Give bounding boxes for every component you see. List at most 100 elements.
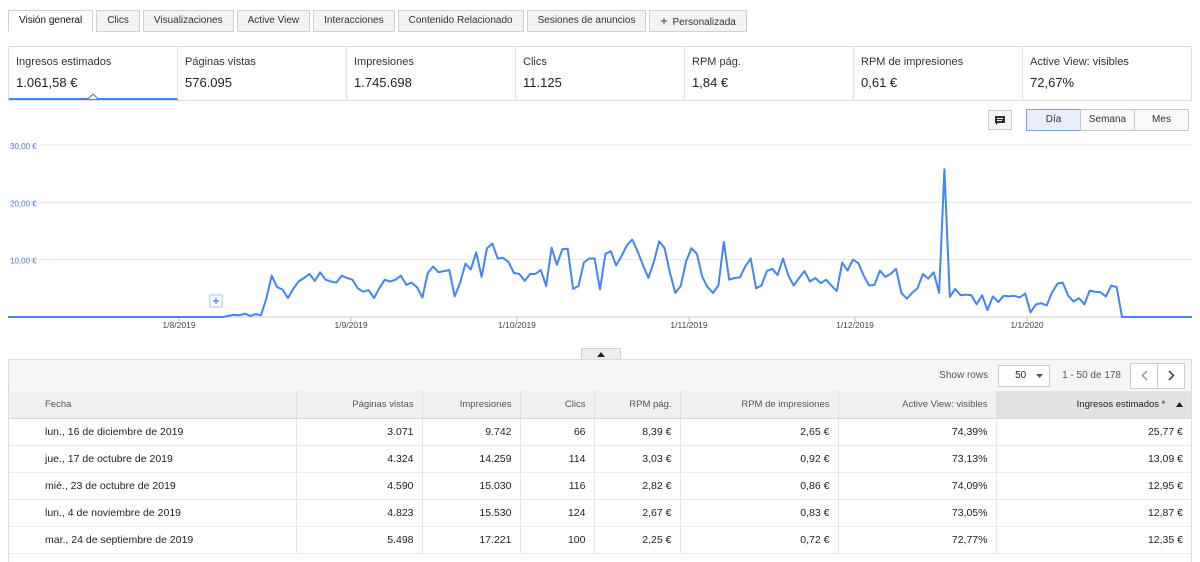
table-cell: 14.259 <box>422 445 521 473</box>
column-header-rpm-impresiones[interactable]: RPM de impresiones <box>680 391 839 419</box>
column-header-rpm-pag[interactable]: RPM pág. <box>594 391 681 419</box>
metric-label: RPM pág. <box>692 56 741 68</box>
metrics-bar: Ingresos estimados 1.061,58 € Páginas vi… <box>8 46 1192 101</box>
comment-icon <box>995 115 1005 125</box>
metric-value: 11.125 <box>523 75 562 90</box>
table-cell: 12,95 € <box>996 472 1191 500</box>
table-cell: 124 <box>520 499 595 527</box>
table-cell: 2,25 € <box>594 526 681 554</box>
column-header-impresiones[interactable]: Impresiones <box>422 391 521 419</box>
rows-per-page-value: 50 <box>1015 370 1027 381</box>
period-selector: Día Semana Mes <box>1026 109 1189 131</box>
table-cell: 0,83 € <box>680 499 839 527</box>
metric-rpm-impresiones[interactable]: RPM de impresiones 0,61 € <box>854 47 1023 100</box>
table-row[interactable]: mié., 23 de octubre de 2019 4.590 15.030 11… <box>9 472 1191 500</box>
table-cell: 116 <box>520 472 595 500</box>
metric-label: Páginas vistas <box>185 56 256 68</box>
table-cell: 2,67 € <box>594 499 681 527</box>
table-cell: 0,86 € <box>680 472 839 500</box>
table-cell: 74,09% <box>838 472 997 500</box>
x-tick-label: 1/11/2019 <box>670 320 707 330</box>
metric-rpm-pag[interactable]: RPM pág. 1,84 € <box>685 47 854 100</box>
metric-value: 72,67% <box>1030 75 1075 90</box>
table-cell: 0,72 € <box>680 526 839 554</box>
metric-value: 0,61 € <box>861 75 898 90</box>
table-cell: 2,82 € <box>594 472 681 500</box>
column-header-fecha[interactable]: Fecha <box>9 391 297 419</box>
caret-up-icon <box>597 352 605 357</box>
tab-sesiones-de-anuncios[interactable]: Sesiones de anuncios <box>526 10 647 32</box>
metric-ingresos-estimados[interactable]: Ingresos estimados 1.061,58 € <box>9 47 178 100</box>
table-cell: 72,77% <box>838 526 997 554</box>
table-row[interactable]: mar., 24 de septiembre de 2019 5.498 17.22… <box>9 526 1191 554</box>
revenue-chart: 10,00 € 20,00 € 30,00 € 1/8/2019 1/9/2019 1/1… <box>0 135 1200 335</box>
tab-clics[interactable]: Clics <box>96 10 140 32</box>
metric-label: Impresiones <box>354 56 414 68</box>
table-cell: jue., 17 de octubre de 2019 <box>9 445 297 473</box>
column-header-active-view[interactable]: Active View: visibles <box>838 391 997 419</box>
column-header-paginas-vistas[interactable]: Páginas vistas <box>296 391 423 419</box>
next-page-button[interactable] <box>1157 362 1185 389</box>
table-cell: 3,03 € <box>594 445 681 473</box>
table-cell: 17.221 <box>422 526 521 554</box>
period-week-button[interactable]: Semana <box>1080 109 1135 131</box>
tab-visualizaciones[interactable]: Visualizaciones <box>142 10 234 32</box>
table-row[interactable]: jue., 17 de octubre de 2019 4.324 14.259 11… <box>9 445 1191 473</box>
tab-vision-general[interactable]: Visión general <box>8 10 94 32</box>
data-table-panel: Show rows 50 1 - 50 de 178 Fecha Páginas… <box>8 359 1192 562</box>
annotation-marker-icon[interactable] <box>209 294 223 308</box>
collapse-chart-button[interactable] <box>581 348 621 360</box>
column-header-clics[interactable]: Clics <box>520 391 595 419</box>
table-cell: 73,05% <box>838 499 997 527</box>
active-metric-indicator-icon <box>88 93 98 99</box>
table-cell: 9.742 <box>422 418 521 446</box>
metric-clics[interactable]: Clics 11.125 <box>516 47 685 100</box>
table-cell: lun., 16 de diciembre de 2019 <box>9 418 297 446</box>
y-tick-label: 10,00 € <box>10 257 37 266</box>
plus-icon: + <box>660 14 668 28</box>
chevron-down-icon <box>1036 373 1044 378</box>
table-cell: 8,39 € <box>594 418 681 446</box>
sort-ascending-icon <box>1176 401 1183 407</box>
period-day-button[interactable]: Día <box>1026 109 1081 131</box>
annotation-button[interactable] <box>988 110 1012 130</box>
metric-value: 576.095 <box>185 75 232 90</box>
previous-page-button[interactable] <box>1130 362 1158 389</box>
metric-label: RPM de impresiones <box>861 56 964 68</box>
table-cell: 15.530 <box>422 499 521 527</box>
tab-personalizada[interactable]: + Personalizada <box>649 10 747 32</box>
table-cell: 0,92 € <box>680 445 839 473</box>
table-cell: 4.823 <box>296 499 423 527</box>
report-table: Fecha Páginas vistas Impresiones Clics R… <box>9 391 1191 554</box>
x-tick-label: 1/9/2019 <box>334 320 367 330</box>
page-range: 1 - 50 de 178 <box>1062 370 1121 381</box>
table-cell: mar., 24 de septiembre de 2019 <box>9 526 297 554</box>
tab-active-view[interactable]: Active View <box>236 10 311 32</box>
metric-label: Ingresos estimados <box>16 56 112 68</box>
table-row[interactable]: lun., 4 de noviembre de 2019 4.823 15.530 1… <box>9 499 1191 527</box>
metric-label: Active View: visibles <box>1030 56 1129 68</box>
table-row[interactable]: lun., 16 de diciembre de 2019 3.071 9.742 6… <box>9 418 1191 446</box>
rows-per-page-select[interactable]: 50 <box>998 364 1051 387</box>
report-tabs: Visión general Clics Visualizaciones Act… <box>8 10 747 32</box>
table-cell: 25,77 € <box>996 418 1191 446</box>
metric-active-view-visibles[interactable]: Active View: visibles 72,67% <box>1023 47 1191 100</box>
table-cell: 66 <box>520 418 595 446</box>
metric-impresiones[interactable]: Impresiones 1.745.698 <box>347 47 516 100</box>
tab-contenido-relacionado[interactable]: Contenido Relacionado <box>397 10 524 32</box>
column-header-label: Ingresos estimados * <box>1076 398 1166 410</box>
metric-value: 1.745.698 <box>354 75 412 90</box>
x-tick-label: 1/1/2020 <box>1010 320 1043 330</box>
chevron-right-icon <box>1167 370 1175 381</box>
table-cell: 114 <box>520 445 595 473</box>
table-cell: 4.324 <box>296 445 423 473</box>
table-cell: lun., 4 de noviembre de 2019 <box>9 499 297 527</box>
period-month-button[interactable]: Mes <box>1134 109 1189 131</box>
tab-interacciones[interactable]: Interacciones <box>313 10 395 32</box>
y-tick-label: 30,00 € <box>10 142 37 151</box>
table-cell: 4.590 <box>296 472 423 500</box>
column-header-ingresos-estimados[interactable]: Ingresos estimados * <box>996 391 1191 419</box>
show-rows-label: Show rows <box>939 370 989 381</box>
metric-paginas-vistas[interactable]: Páginas vistas 576.095 <box>178 47 347 100</box>
table-cell: mié., 23 de octubre de 2019 <box>9 472 297 500</box>
